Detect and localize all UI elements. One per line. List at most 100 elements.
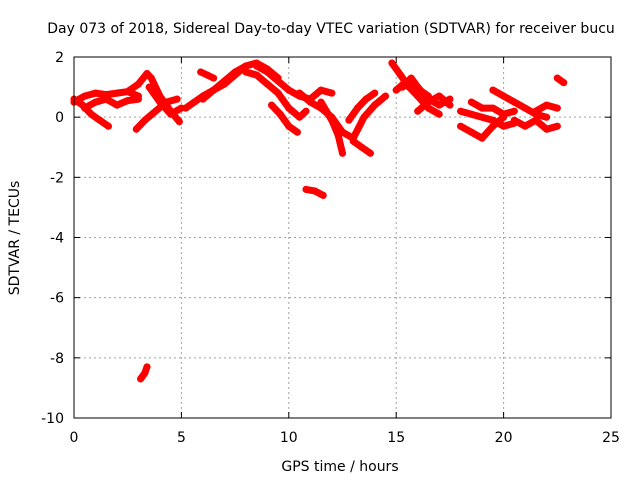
data-point xyxy=(143,363,151,371)
data-point xyxy=(397,71,404,79)
data-point xyxy=(371,101,379,109)
y-tick-label: -2 xyxy=(50,170,64,186)
data-point xyxy=(358,143,366,151)
data-point xyxy=(102,95,110,103)
data-point xyxy=(124,97,132,105)
data-point xyxy=(285,122,293,130)
series-arc-23 xyxy=(414,92,454,115)
series-arc-5 xyxy=(132,95,181,133)
data-point xyxy=(339,128,346,136)
data-point xyxy=(175,118,183,126)
data-point xyxy=(382,92,389,100)
series-arc-11 xyxy=(253,62,336,103)
data-point xyxy=(424,98,432,106)
data-point xyxy=(339,149,346,157)
data-point xyxy=(435,92,443,100)
data-point xyxy=(197,68,205,76)
data-point xyxy=(407,74,415,82)
data-point xyxy=(253,71,261,79)
data-point xyxy=(467,128,475,136)
data-point xyxy=(92,98,99,106)
data-point xyxy=(134,95,142,103)
data-point xyxy=(457,122,465,130)
data-point xyxy=(285,104,293,112)
data-point xyxy=(285,86,293,94)
data-point xyxy=(543,125,551,133)
data-point xyxy=(203,71,211,79)
series-trace xyxy=(399,74,432,100)
x-tick-label: 5 xyxy=(177,430,186,446)
series-arc-27 xyxy=(467,98,518,118)
data-point xyxy=(173,95,181,103)
x-axis-label: GPS time / hours xyxy=(281,459,398,475)
data-series xyxy=(70,59,568,383)
data-point xyxy=(362,95,370,103)
data-point xyxy=(134,80,142,88)
data-point xyxy=(190,98,198,106)
data-point xyxy=(478,134,486,142)
data-point xyxy=(296,89,303,97)
data-point xyxy=(478,113,486,121)
y-tick-label: -4 xyxy=(50,231,64,247)
data-point xyxy=(132,125,140,133)
data-point xyxy=(399,83,407,91)
series-arc-19 xyxy=(137,363,151,383)
y-tick-label: 0 xyxy=(55,110,64,126)
series-arc-29 xyxy=(532,101,561,115)
data-point xyxy=(446,101,454,109)
data-point xyxy=(263,80,271,88)
data-point xyxy=(414,107,422,115)
data-point xyxy=(328,89,336,97)
data-point xyxy=(317,86,325,94)
data-point xyxy=(81,92,89,100)
x-tick-label: 0 xyxy=(70,430,79,446)
data-point xyxy=(416,86,424,94)
data-point xyxy=(349,137,357,145)
data-point xyxy=(274,77,282,85)
x-tick-label: 15 xyxy=(387,430,405,446)
data-point xyxy=(521,104,529,112)
data-point xyxy=(242,68,250,76)
data-point xyxy=(467,110,475,118)
series-trace xyxy=(317,98,346,157)
data-point xyxy=(231,71,239,79)
data-point xyxy=(210,74,218,82)
data-point xyxy=(210,86,218,94)
data-point xyxy=(317,98,325,106)
series-arc-30 xyxy=(553,74,568,87)
y-tick-label: -8 xyxy=(50,351,64,367)
data-point xyxy=(414,92,422,100)
data-point xyxy=(147,74,155,82)
series-arc-10 xyxy=(242,68,310,121)
data-point xyxy=(182,104,190,112)
data-point xyxy=(532,116,540,124)
series-trace xyxy=(414,92,454,115)
series-arc-2 xyxy=(70,95,112,130)
series-arc-18 xyxy=(302,185,327,199)
data-point xyxy=(296,113,303,121)
series-trace xyxy=(345,89,379,124)
data-point xyxy=(489,122,497,130)
data-point xyxy=(141,116,149,124)
data-point xyxy=(521,122,529,130)
data-point xyxy=(388,59,396,67)
data-point xyxy=(143,70,151,77)
data-point xyxy=(360,113,368,121)
x-tick-label: 20 xyxy=(495,430,513,446)
data-point xyxy=(92,89,99,97)
data-point xyxy=(268,101,276,109)
data-point xyxy=(489,86,497,94)
y-tick-label: -10 xyxy=(41,411,64,427)
data-point xyxy=(87,110,95,118)
data-point xyxy=(500,110,508,118)
data-point xyxy=(345,116,353,124)
x-tick-label: 10 xyxy=(280,430,298,446)
data-point xyxy=(510,107,518,115)
data-point xyxy=(145,83,153,91)
data-point xyxy=(199,95,207,103)
data-point xyxy=(543,113,551,121)
data-point xyxy=(242,62,250,70)
data-point xyxy=(435,101,443,109)
series-arc-14 xyxy=(317,98,346,157)
data-point xyxy=(553,104,561,112)
